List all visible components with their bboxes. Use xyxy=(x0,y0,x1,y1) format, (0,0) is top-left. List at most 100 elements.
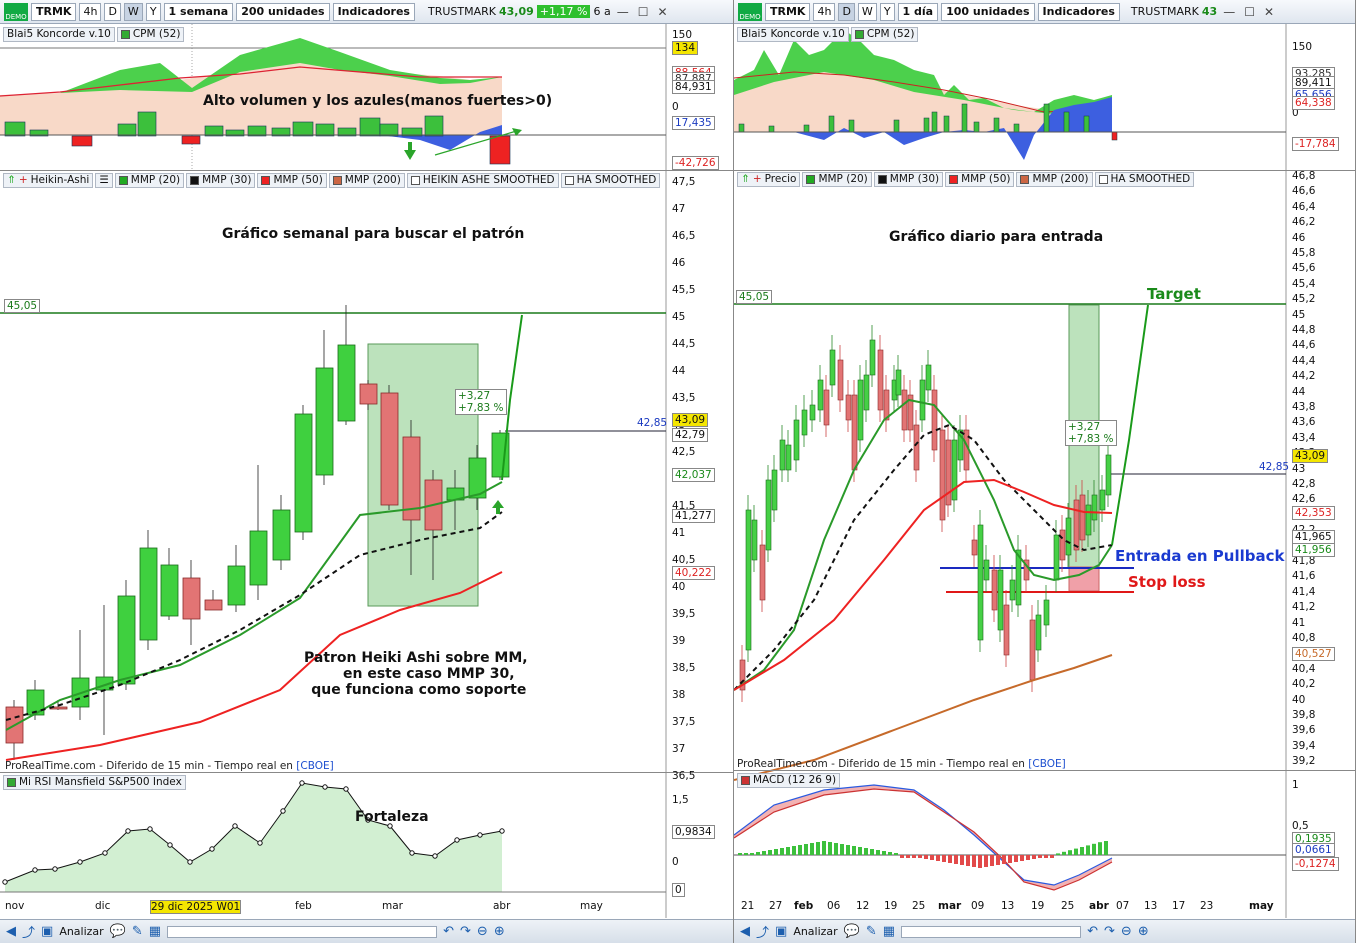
legend-ha-smoothed[interactable]: HA SMOOTHED xyxy=(1094,171,1195,187)
candle-body xyxy=(971,539,978,556)
symbol-selector[interactable]: TRMK xyxy=(765,2,811,21)
candle-body xyxy=(402,436,421,521)
price-axis-label: 39 xyxy=(672,635,686,647)
pane-divider[interactable] xyxy=(0,772,733,773)
legend-price[interactable]: ⇑ + Precio xyxy=(737,171,801,187)
legend-rsi[interactable]: Mi RSI Mansfield S&P500 Index xyxy=(3,774,186,790)
cboe-link[interactable]: [CBOE] xyxy=(296,760,334,772)
maximize-icon[interactable]: ☐ xyxy=(1244,4,1255,19)
cboe-link[interactable]: [CBOE] xyxy=(1028,758,1066,770)
legend-mmp50[interactable]: MMP (50) xyxy=(257,172,327,188)
redo-icon[interactable]: ↷ xyxy=(460,924,471,939)
tf-y-button[interactable]: Y xyxy=(879,2,895,21)
zoom-in-icon[interactable]: ⊕ xyxy=(493,924,505,939)
analyze-button[interactable]: Analizar xyxy=(59,925,104,938)
zoom-in-icon[interactable]: ⊕ xyxy=(1137,924,1149,939)
legend-mmp20[interactable]: MMP (20) xyxy=(114,172,185,188)
tf-w-button[interactable]: W xyxy=(857,2,877,21)
legend-koncorde[interactable]: Blai5 Koncorde v.10 xyxy=(3,26,115,42)
comment-icon[interactable]: 💬 xyxy=(109,924,126,939)
instrument-name: TRUSTMARK xyxy=(1130,5,1199,18)
scrollbar[interactable] xyxy=(167,925,438,938)
legend-cpm[interactable]: CPM (52) xyxy=(116,26,185,42)
legend-macd[interactable]: MACD (12 26 9) xyxy=(737,772,841,788)
tf-4h-button[interactable]: 4h xyxy=(79,2,102,21)
units-dropdown[interactable]: 100 unidades xyxy=(941,2,1035,21)
screener-icon[interactable]: ▦ xyxy=(148,924,162,939)
legend-koncorde[interactable]: Blai5 Koncorde v.10 xyxy=(737,26,849,42)
period-dropdown[interactable]: 1 semana xyxy=(163,2,234,21)
draw-icon[interactable]: ✎ xyxy=(865,924,877,939)
close-icon[interactable]: ✕ xyxy=(1263,4,1275,19)
screener-icon[interactable]: ▦ xyxy=(882,924,896,939)
legend-mmp30[interactable]: MMP (30) xyxy=(186,172,256,188)
candle-body xyxy=(877,349,884,411)
legend-mmp30[interactable]: MMP (30) xyxy=(873,171,944,187)
comment-icon[interactable]: 💬 xyxy=(843,924,860,939)
units-dropdown[interactable]: 200 unidades xyxy=(236,2,330,21)
macd-histogram-bar xyxy=(936,855,940,861)
layout-icon[interactable]: ▣ xyxy=(775,924,788,939)
minimize-icon[interactable]: — xyxy=(616,4,629,19)
tf-d-button[interactable]: D xyxy=(104,2,121,21)
legend-mmp20[interactable]: MMP (20) xyxy=(802,171,872,187)
redo-icon[interactable]: ↷ xyxy=(1104,924,1115,939)
undo-icon[interactable]: ↶ xyxy=(443,924,454,939)
indicators-button[interactable]: Indicadores xyxy=(332,2,415,21)
indicators-button[interactable]: Indicadores xyxy=(1037,2,1120,21)
volume-bar xyxy=(489,135,511,165)
candle-body xyxy=(1003,604,1010,656)
tf-4h-button[interactable]: 4h xyxy=(813,2,836,21)
pane-divider[interactable] xyxy=(734,770,1355,771)
period-dropdown[interactable]: 1 día xyxy=(897,2,939,21)
legend-cpm[interactable]: CPM (52) xyxy=(850,26,919,42)
legend-mmp200[interactable]: MMP (200) xyxy=(328,172,405,188)
pane-divider[interactable] xyxy=(734,170,1355,171)
minimize-icon[interactable]: — xyxy=(1223,4,1236,19)
undo-icon[interactable]: ↶ xyxy=(1087,924,1098,939)
arrow-head-icon xyxy=(512,128,522,136)
share-icon[interactable]: ⤴ xyxy=(22,926,36,941)
volume-bar xyxy=(993,117,1000,133)
layout-icon[interactable]: ▣ xyxy=(41,924,54,939)
price-axis-label: 42,8 xyxy=(1292,478,1316,490)
ma20-tag: 42,037 xyxy=(672,468,715,482)
tf-y-button[interactable]: Y xyxy=(145,2,161,21)
macd-histogram-bar xyxy=(1062,851,1066,855)
rsi-point xyxy=(299,780,305,786)
candle-body xyxy=(883,389,890,421)
scroll-left-icon[interactable]: ◀ xyxy=(6,924,16,939)
time-axis-label: 21 xyxy=(741,900,755,912)
zoom-out-icon[interactable]: ⊖ xyxy=(476,924,488,939)
legend-heikin-smoothed[interactable]: HEIKIN ASHE SMOOTHED xyxy=(406,172,559,188)
price-axis-label: 45,5 xyxy=(672,284,696,296)
symbol-selector[interactable]: TRMK xyxy=(31,2,77,21)
macd-axis-label: 0,5 xyxy=(1292,820,1309,832)
zoom-out-icon[interactable]: ⊖ xyxy=(1120,924,1132,939)
macd-histogram-bar xyxy=(1002,855,1006,864)
tf-w-button[interactable]: W xyxy=(123,2,143,21)
candle-body xyxy=(945,439,952,506)
pane-divider[interactable] xyxy=(0,170,733,171)
rsi-point xyxy=(499,828,505,834)
analyze-button[interactable]: Analizar xyxy=(793,925,838,938)
time-axis-label: 23 xyxy=(1200,900,1214,912)
strength-annotation: Fortaleza xyxy=(355,809,429,825)
legend-mmp50[interactable]: MMP (50) xyxy=(945,171,1015,187)
maximize-icon[interactable]: ☐ xyxy=(637,4,649,19)
time-axis-label: 25 xyxy=(1061,900,1075,912)
tf-d-button[interactable]: D xyxy=(838,2,855,21)
legend-heikin[interactable]: ⇑ + Heikin-Ashi xyxy=(3,172,94,188)
scrollbar[interactable] xyxy=(901,925,1082,938)
rsi-point xyxy=(343,786,349,792)
macd-fill xyxy=(734,785,1112,890)
koncorde-axis-label: 0 xyxy=(1292,107,1299,119)
close-icon[interactable]: ✕ xyxy=(657,4,668,19)
legend-mmp200[interactable]: MMP (200) xyxy=(1016,171,1093,187)
share-icon[interactable]: ⤴ xyxy=(756,926,770,941)
price-axis-label: 37 xyxy=(672,743,686,755)
legend-ha-smoothed[interactable]: HA SMOOTHED xyxy=(560,172,661,188)
draw-icon[interactable]: ✎ xyxy=(131,924,143,939)
scroll-left-icon[interactable]: ◀ xyxy=(740,924,750,939)
legend-menu-icon[interactable]: ☰ xyxy=(95,172,113,188)
